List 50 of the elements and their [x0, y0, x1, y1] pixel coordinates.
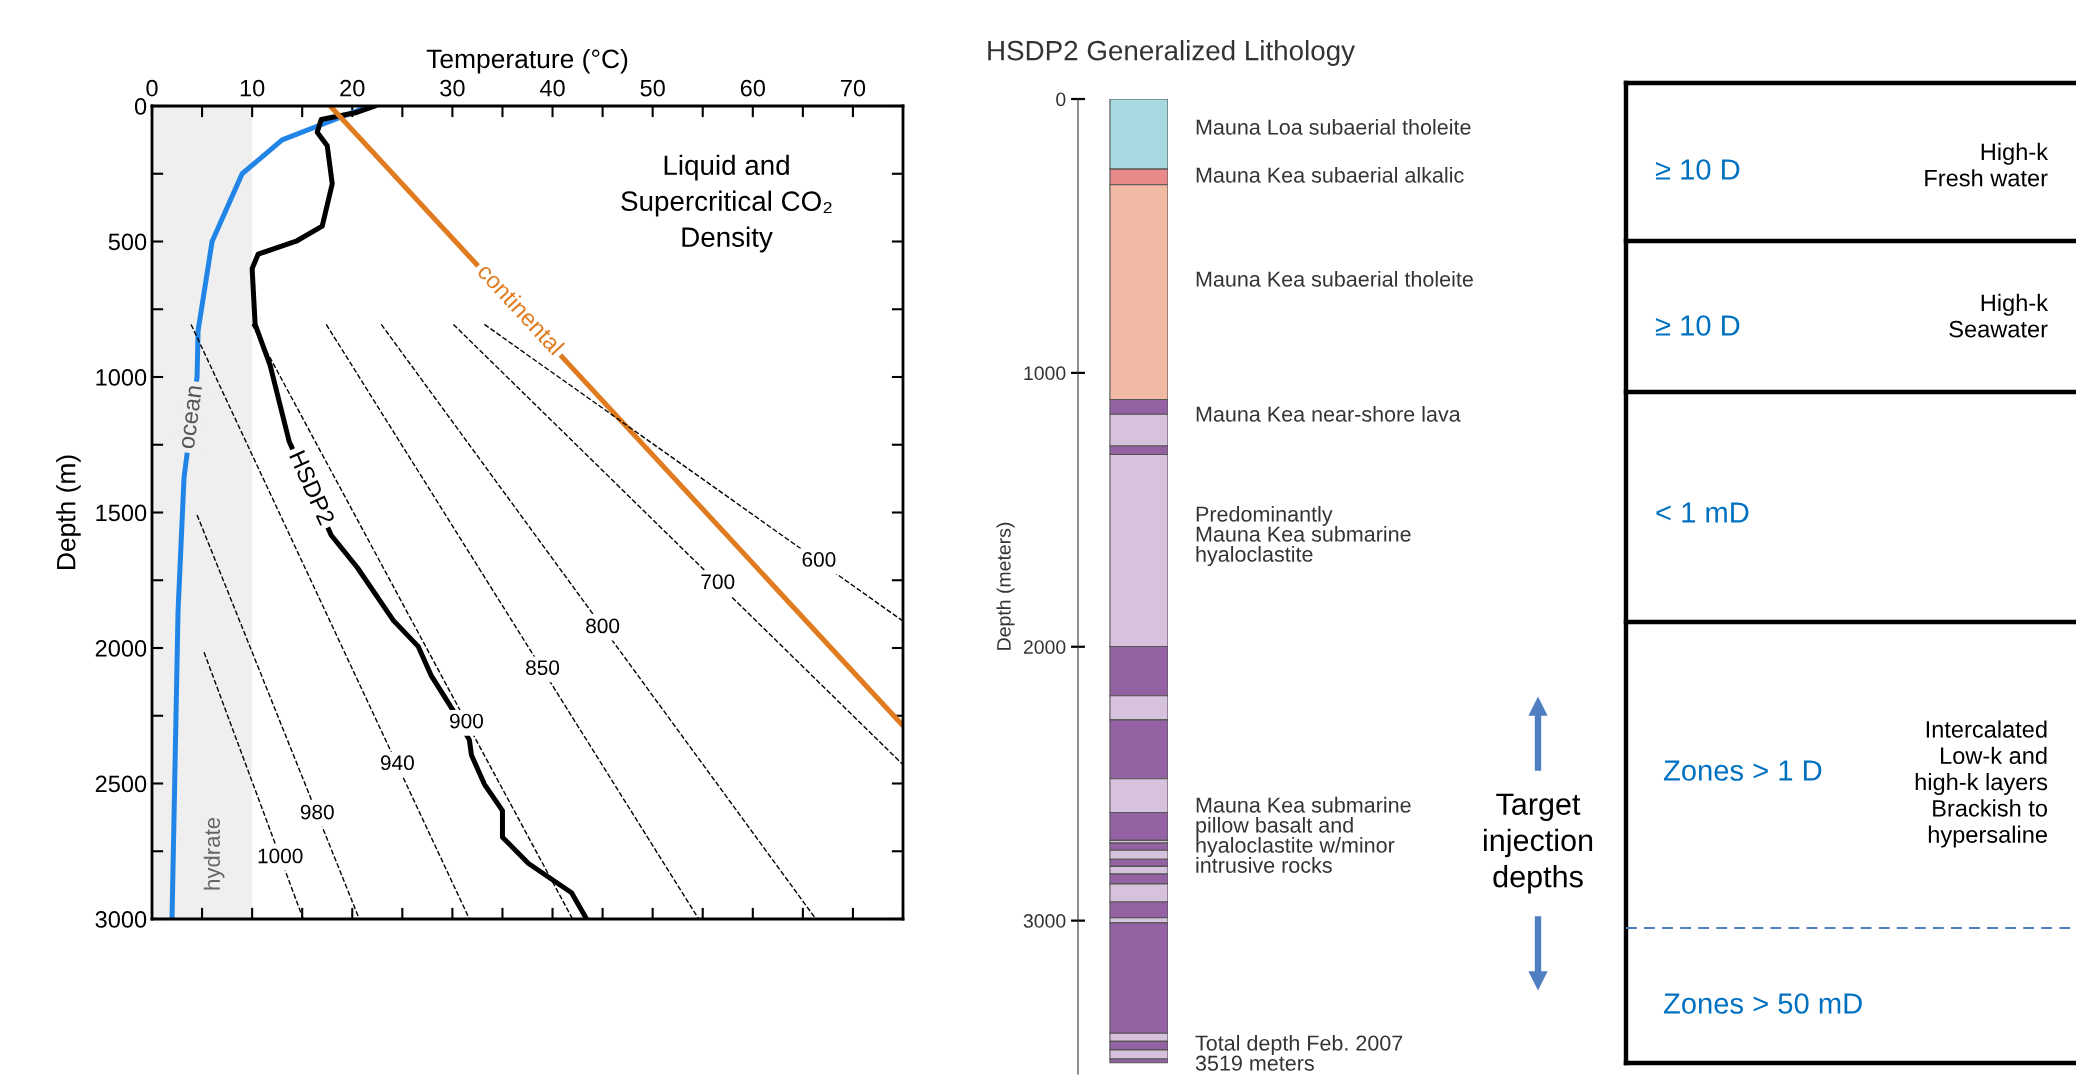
y-tick-label: 2000: [95, 640, 147, 657]
y-tick-label: 0: [1056, 92, 1066, 107]
text: Predominantly Mauna Kea submarine hyaloclastite: [1196, 505, 1411, 567]
annotation: 940: [380, 755, 414, 771]
annotation: 800: [586, 618, 620, 634]
annotation: 850: [526, 660, 560, 675]
x-tick-label: 10: [240, 79, 265, 97]
text: Total depth Feb. 2007 3519 meters: [1195, 1034, 1403, 1071]
x-tick-label: 40: [539, 79, 565, 97]
text: Liquid and Supercritical CO₂ Density: [621, 154, 832, 253]
text: Mauna Kea subaerial tholeite: [1196, 270, 1473, 287]
y-tick-label: 500: [108, 233, 147, 251]
y-tick-label: 1000: [1024, 366, 1066, 381]
annotation: 600: [802, 552, 836, 567]
text: Zones > 1 D: [1663, 760, 1822, 781]
x-tick-label: 20: [340, 79, 365, 97]
y-tick-label: 3000: [1023, 914, 1066, 928]
x-tick-label: 70: [841, 79, 866, 97]
x-axis-title: Temperature (°C): [426, 48, 628, 74]
text: ocean: [181, 385, 203, 449]
y-axis-title: Depth (m): [56, 455, 81, 569]
y-tick-label: 1000: [96, 369, 147, 386]
text: High-k Fresh water: [1925, 142, 2049, 187]
text: Zones > 50 mD: [1663, 993, 1862, 1014]
text: Mauna Loa subaerial tholeite: [1196, 118, 1471, 135]
y-tick-label: 1500: [96, 504, 147, 522]
text: Mauna Kea subaerial alkalic: [1196, 166, 1464, 183]
text: Intercalated Low-k and high-k layers Brackish to hypersaline: [1915, 720, 2048, 848]
annotation: 700: [701, 574, 735, 590]
x-tick-label: 0: [146, 79, 158, 97]
text: < 1 mD: [1656, 502, 1749, 523]
text: Mauna Kea near-shore lava: [1196, 405, 1461, 422]
y-tick-label: 2000: [1023, 640, 1066, 654]
text: Mauna Kea submarine pillow basalt and hyaloclastite w/minor intrusive rocks: [1196, 796, 1411, 873]
text: High-k Seawater: [1949, 293, 2049, 338]
chart-title: HSDP2 Generalized Lithology: [988, 40, 1355, 66]
text: Target injection depths: [1483, 793, 1593, 894]
y-tick-label: 3000: [95, 911, 147, 928]
annotation: 980: [300, 804, 334, 820]
y-axis-title: Depth (meters): [996, 522, 1015, 650]
x-tick-label: 50: [640, 79, 665, 97]
text: ≥ 10 D: [1655, 315, 1740, 336]
y-tick-label: 2500: [95, 775, 147, 793]
text: ≥ 10 D: [1655, 159, 1740, 180]
band-label: hydrate: [203, 817, 225, 890]
annotation: 1000: [258, 848, 303, 864]
x-tick-label: 30: [440, 79, 465, 97]
y-tick-label: 0: [134, 98, 147, 115]
x-tick-label: 60: [740, 79, 766, 97]
annotation: 900: [450, 713, 483, 729]
